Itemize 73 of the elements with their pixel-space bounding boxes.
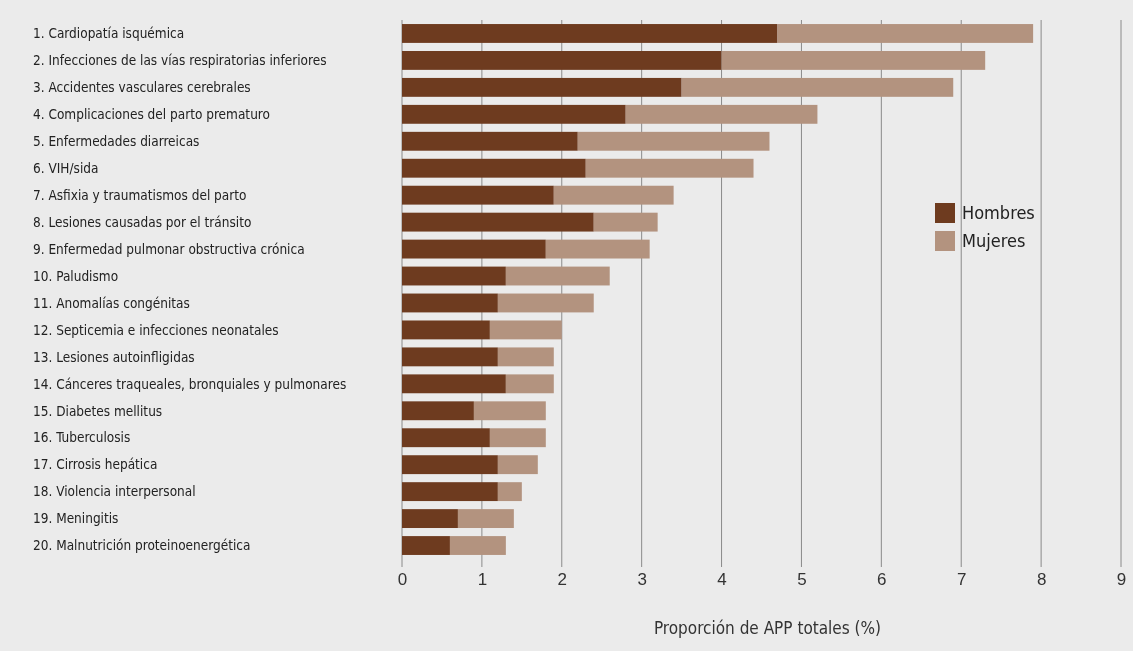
x-tick-label: 2 <box>557 570 568 590</box>
y-tick-label: 4. Complicaciones del parto prematuro <box>33 106 270 123</box>
legend-label: Mujeres <box>962 230 1026 252</box>
bar <box>457 509 514 529</box>
x-tick-label: 4 <box>717 570 727 590</box>
legend-label: Hombres <box>962 202 1035 224</box>
bar <box>402 401 474 421</box>
y-tick-label: 17. Cirrosis hepática <box>33 456 158 473</box>
x-tick-label: 3 <box>637 570 647 590</box>
bar <box>402 482 498 502</box>
bar <box>402 374 506 394</box>
bar <box>777 24 1034 43</box>
y-tick-label: 13. Lesiones autoinfligidas <box>33 348 195 365</box>
bar <box>681 77 954 97</box>
bar <box>489 320 562 340</box>
bar <box>489 428 546 448</box>
bar <box>497 347 554 367</box>
bar <box>545 239 650 259</box>
y-tick-label: 19. Meningitis <box>33 510 119 527</box>
y-tick-label: 18. Violencia interpersonal <box>33 483 196 500</box>
bar <box>449 536 506 555</box>
x-axis-title: Proporción de APP totales (%) <box>653 618 882 638</box>
y-tick-label: 9. Enfermedad pulmonar obstructiva crónica <box>33 240 305 257</box>
y-tick-label: 3. Accidentes vasculares cerebrales <box>33 79 251 96</box>
y-tick-label: 20. Malnutrición proteinoenergética <box>33 537 251 554</box>
bar <box>497 482 522 502</box>
y-tick-label: 1. Cardiopatía isquémica <box>33 25 185 42</box>
bar <box>402 536 450 555</box>
x-tick-label: 0 <box>397 570 408 590</box>
bar <box>402 104 626 124</box>
x-tick-label: 5 <box>797 570 807 590</box>
y-tick-label: 7. Asfixia y traumatismos del parto <box>33 186 247 203</box>
bar <box>402 347 498 367</box>
y-tick-label: 6. VIH/sida <box>33 159 99 176</box>
bar <box>505 266 610 286</box>
x-tick-label: 8 <box>1036 570 1047 590</box>
y-tick-label: 16. Tuberculosis <box>33 429 131 446</box>
y-tick-label: 12. Septicemia e infecciones neonatales <box>33 321 279 338</box>
bar <box>402 185 554 205</box>
x-tick-label: 9 <box>1116 570 1127 590</box>
y-tick-label: 11. Anomalías congénitas <box>33 294 190 311</box>
bar <box>402 320 490 340</box>
bar <box>402 50 722 70</box>
bar <box>577 131 770 151</box>
y-tick-label: 2. Infecciones de las vías respiratorias inferiores <box>33 52 327 69</box>
bar <box>402 77 682 97</box>
x-tick-label: 6 <box>877 570 887 590</box>
y-tick-label: 10. Paludismo <box>33 267 119 284</box>
bar <box>497 455 538 475</box>
bar <box>402 212 594 232</box>
bar <box>625 104 818 124</box>
bar <box>402 455 498 475</box>
bar <box>402 158 586 178</box>
x-tick-label: 7 <box>956 570 967 590</box>
bar <box>402 428 490 448</box>
bar <box>721 50 986 70</box>
y-tick-label: 15. Diabetes mellitus <box>33 402 163 419</box>
bar <box>402 266 506 286</box>
bar <box>593 212 658 232</box>
y-tick-label: 5. Enfermedades diarreicas <box>33 133 200 149</box>
bar <box>402 293 498 313</box>
bar <box>505 374 554 394</box>
bar <box>553 185 674 205</box>
bar <box>402 24 778 43</box>
y-tick-label: 8. Lesiones causadas por el tránsito <box>33 213 252 230</box>
bar <box>473 401 546 421</box>
bar <box>585 158 754 178</box>
bar <box>402 131 578 151</box>
x-tick-label: 1 <box>477 570 488 590</box>
bar <box>497 293 594 313</box>
bar <box>402 509 458 529</box>
y-tick-label: 14. Cánceres traqueales, bronquiales y pulmonares <box>33 375 347 392</box>
bar <box>402 239 546 259</box>
